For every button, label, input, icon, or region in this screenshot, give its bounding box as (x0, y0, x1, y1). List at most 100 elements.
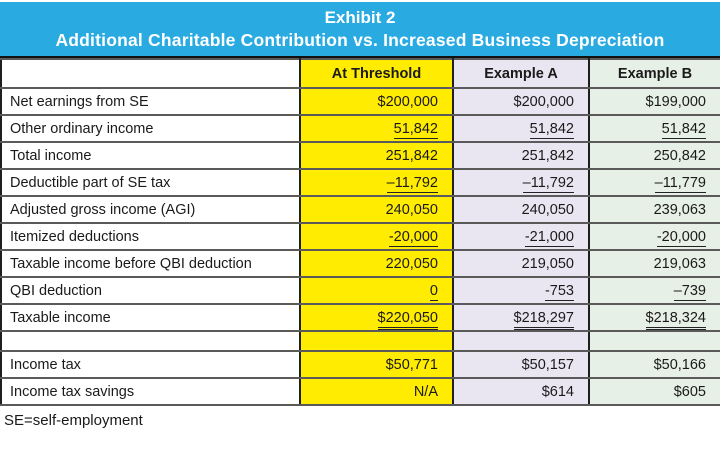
value-cell: 240,050 (452, 195, 590, 224)
title-banner: Exhibit 2 Additional Charitable Contribu… (0, 2, 720, 58)
value-text: 51,842 (529, 120, 574, 139)
value-cell (452, 330, 590, 352)
value-cell: –11,792 (452, 168, 590, 197)
value-cell: –739 (588, 276, 720, 305)
value-text: N/A (413, 383, 438, 400)
value-text: 51,842 (393, 120, 438, 139)
value-text: -20,000 (388, 228, 438, 247)
value-text: 251,842 (521, 147, 574, 164)
header-row: At Threshold Example A Example B (0, 58, 720, 89)
table-row: QBI deduction 0 -753 –739 (0, 276, 720, 305)
value-cell: -753 (452, 276, 590, 305)
table-row: Taxable income before QBI deduction 220,0… (0, 249, 720, 278)
value-text: –11,792 (386, 174, 438, 193)
table-row: Itemized deductions -20,000 -21,000 -20,000 (0, 222, 720, 251)
value-cell: 51,842 (452, 114, 590, 143)
table-row: Net earnings from SE $200,000 $200,000 $199… (0, 87, 720, 116)
value-cell: $50,771 (299, 350, 454, 379)
value-text: 240,050 (521, 201, 574, 218)
value-cell: $614 (452, 377, 590, 406)
value-text: -753 (544, 282, 574, 301)
value-cell: –11,792 (299, 168, 454, 197)
value-cell: $218,297 (452, 303, 590, 332)
value-text: $605 (673, 383, 706, 400)
table-row: Taxable income $220,050 $218,297 $218,324 (0, 303, 720, 332)
value-cell: -20,000 (588, 222, 720, 251)
value-cell: $50,166 (588, 350, 720, 379)
value-text: $200,000 (377, 93, 438, 110)
row-label: Income tax savings (0, 377, 301, 406)
header-at-threshold: At Threshold (299, 58, 454, 89)
value-text: 250,842 (653, 147, 706, 164)
value-cell: $605 (588, 377, 720, 406)
exhibit-page: Exhibit 2 Additional Charitable Contribu… (0, 2, 720, 429)
row-label: Taxable income before QBI deduction (0, 249, 301, 278)
table-row: Adjusted gross income (AGI) 240,050 240,05… (0, 195, 720, 224)
value-cell: 220,050 (299, 249, 454, 278)
row-label: Other ordinary income (0, 114, 301, 143)
value-text: $50,771 (385, 356, 438, 373)
value-cell: $220,050 (299, 303, 454, 332)
value-cell: -20,000 (299, 222, 454, 251)
value-cell: 251,842 (452, 141, 590, 170)
value-cell: 251,842 (299, 141, 454, 170)
value-cell: 219,063 (588, 249, 720, 278)
value-text: –11,779 (654, 174, 706, 193)
value-cell: 51,842 (299, 114, 454, 143)
value-cell: N/A (299, 377, 454, 406)
row-label: Adjusted gross income (AGI) (0, 195, 301, 224)
table-row: Income tax savings N/A $614 $605 (0, 377, 720, 406)
value-cell: –11,779 (588, 168, 720, 197)
value-cell: $200,000 (299, 87, 454, 116)
header-example-b: Example B (588, 58, 720, 89)
table-row: Total income 251,842 251,842 250,842 (0, 141, 720, 170)
value-text: –739 (673, 282, 706, 301)
value-text: -21,000 (524, 228, 574, 247)
row-label: Total income (0, 141, 301, 170)
value-cell (588, 330, 720, 352)
value-text: 51,842 (661, 120, 706, 139)
exhibit-number: Exhibit 2 (324, 8, 396, 27)
value-text: $614 (541, 383, 574, 400)
value-text: 251,842 (385, 147, 438, 164)
row-label: QBI deduction (0, 276, 301, 305)
comparison-table: At Threshold Example A Example B Net ear… (0, 58, 720, 406)
exhibit-title: Additional Charitable Contribution vs. I… (55, 30, 665, 50)
value-cell: 239,063 (588, 195, 720, 224)
value-cell: $218,324 (588, 303, 720, 332)
value-cell: $200,000 (452, 87, 590, 116)
spacer-row (0, 330, 720, 352)
row-label: Net earnings from SE (0, 87, 301, 116)
row-label: Income tax (0, 350, 301, 379)
table-body: Net earnings from SE $200,000 $200,000 $199… (0, 87, 720, 406)
table-row: Other ordinary income 51,842 51,842 51,842 (0, 114, 720, 143)
value-cell: 240,050 (299, 195, 454, 224)
value-text: 219,063 (653, 255, 706, 272)
value-cell: 51,842 (588, 114, 720, 143)
value-text: $220,050 (377, 309, 438, 329)
row-label (0, 330, 301, 352)
value-text: 0 (429, 282, 438, 301)
value-text: 239,063 (653, 201, 706, 218)
value-cell: 250,842 (588, 141, 720, 170)
row-label: Deductible part of SE tax (0, 168, 301, 197)
value-cell: $199,000 (588, 87, 720, 116)
value-text: 219,050 (521, 255, 574, 272)
table-row: Income tax $50,771 $50,157 $50,166 (0, 350, 720, 379)
row-label: Taxable income (0, 303, 301, 332)
header-example-a: Example A (452, 58, 590, 89)
value-text: $50,157 (521, 356, 574, 373)
value-text: $200,000 (513, 93, 574, 110)
value-text: $50,166 (653, 356, 706, 373)
value-text: 240,050 (385, 201, 438, 218)
value-text: -20,000 (656, 228, 706, 247)
footnote: SE=self-employment (0, 406, 720, 429)
value-text: –11,792 (522, 174, 574, 193)
value-cell (299, 330, 454, 352)
row-label: Itemized deductions (0, 222, 301, 251)
header-empty-cell (0, 58, 301, 89)
value-cell: $50,157 (452, 350, 590, 379)
value-text: $199,000 (645, 93, 706, 110)
value-cell: 219,050 (452, 249, 590, 278)
value-cell: 0 (299, 276, 454, 305)
